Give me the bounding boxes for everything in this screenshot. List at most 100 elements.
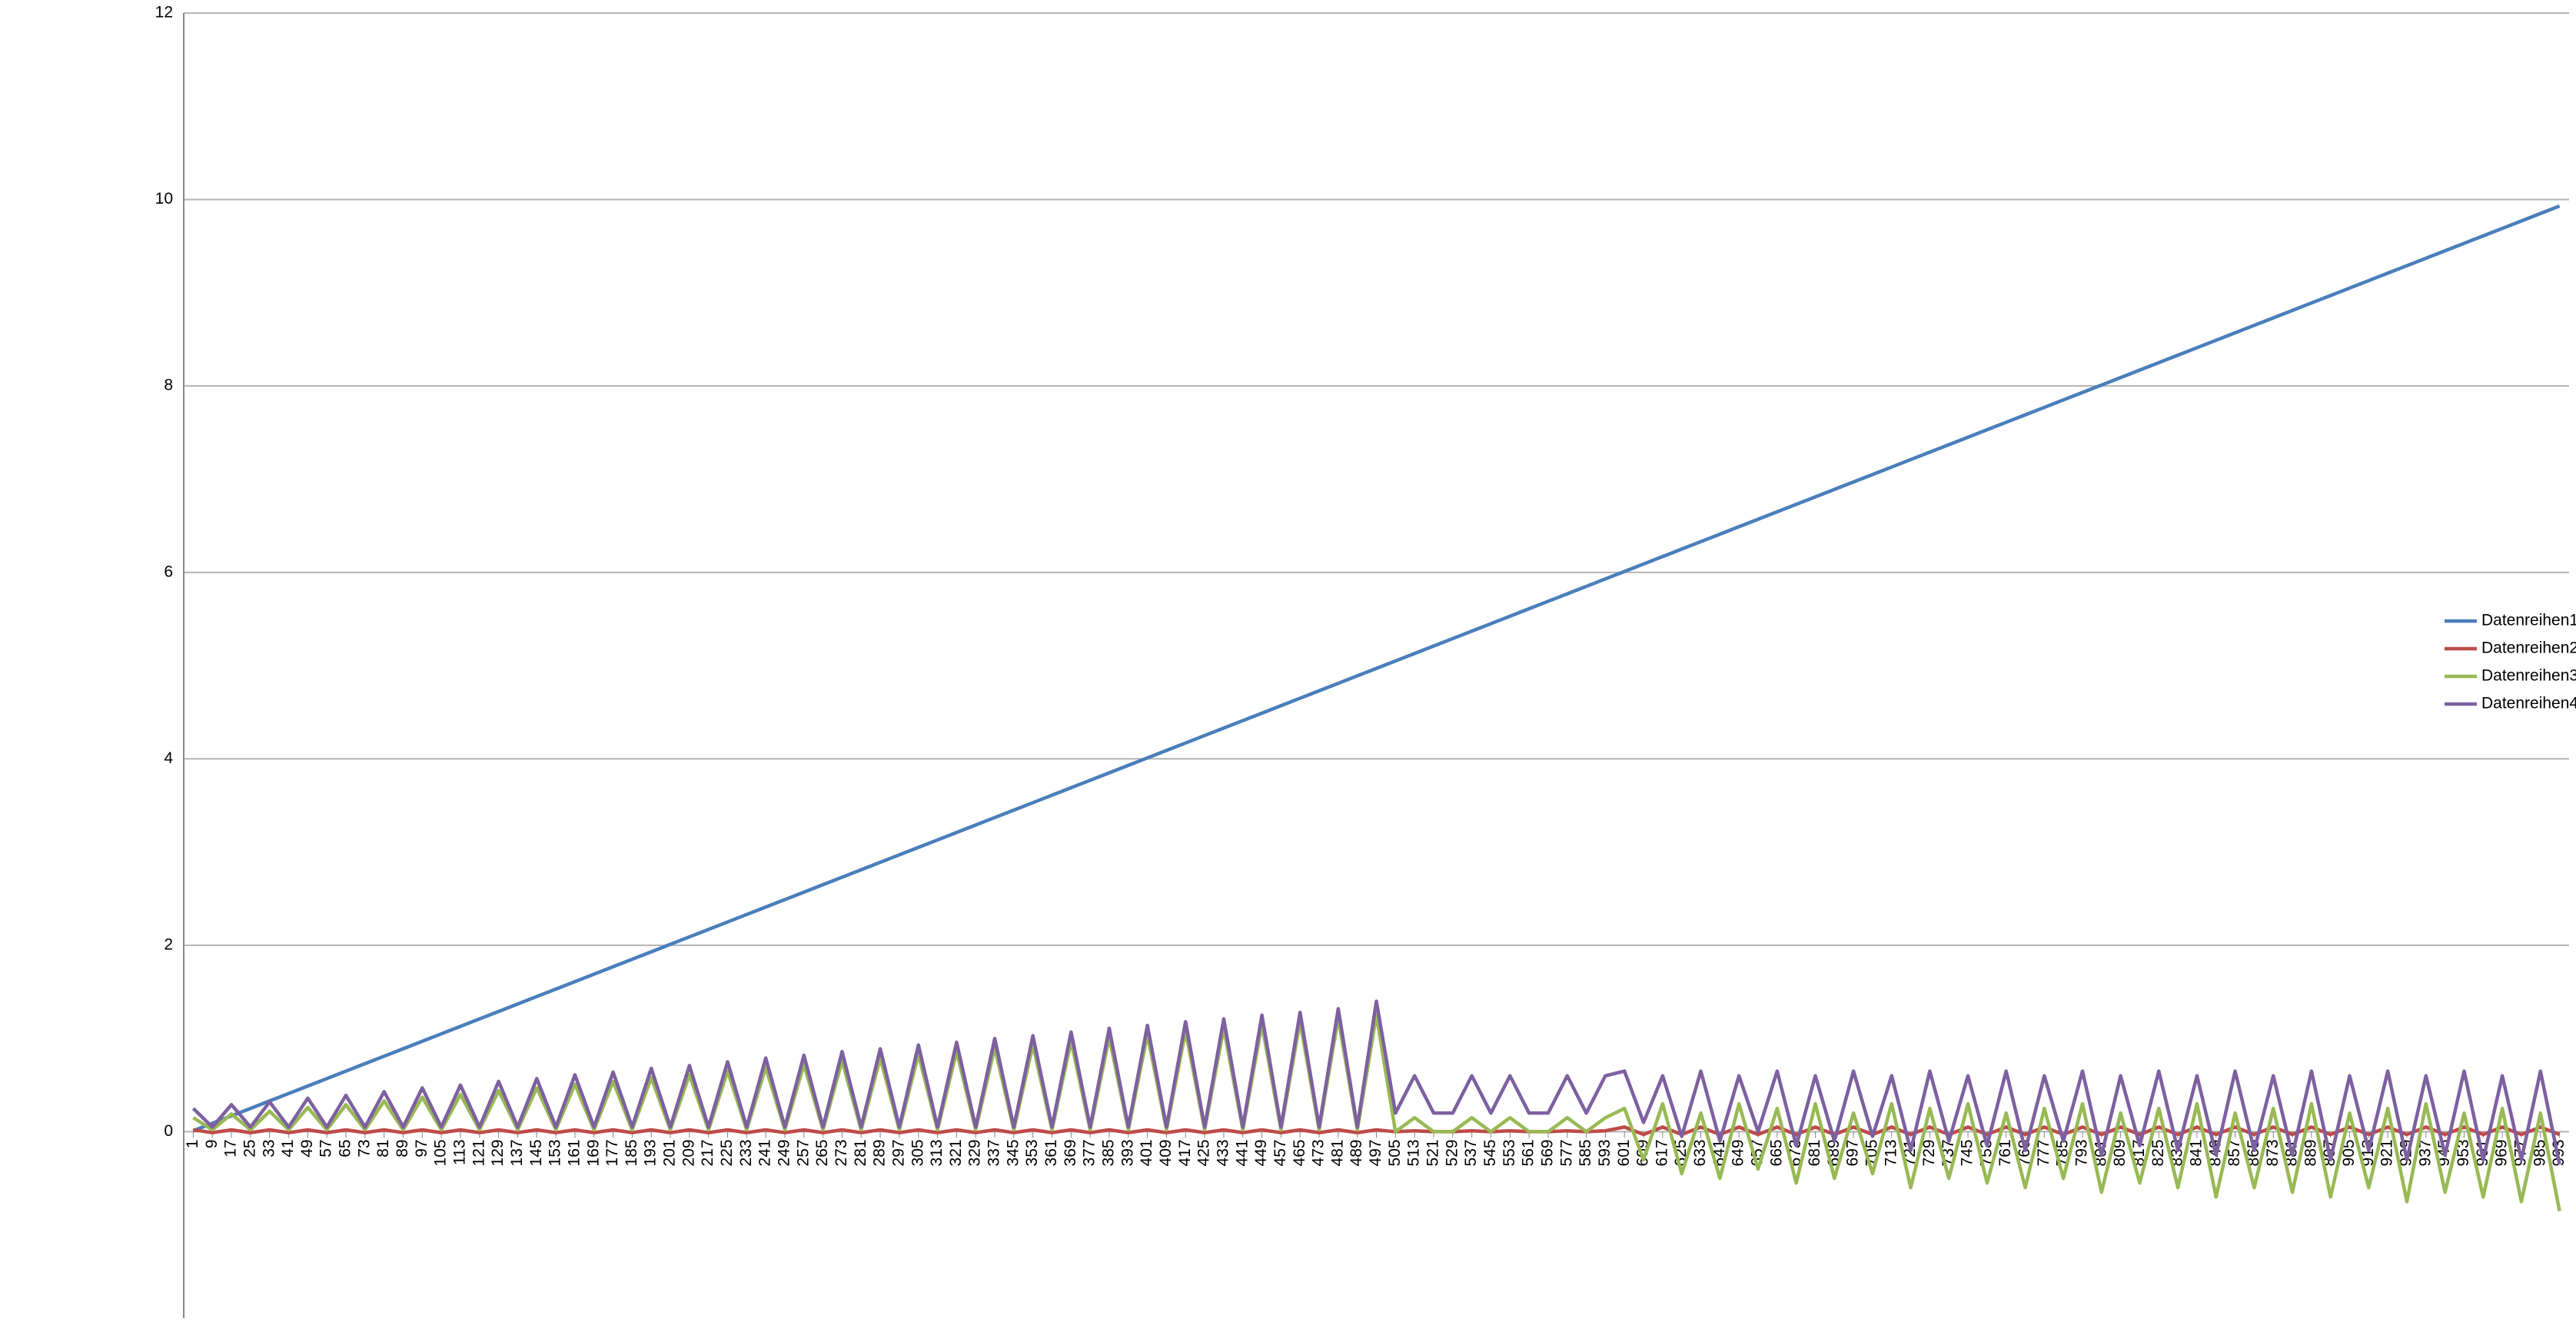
- x-tick-label: 417: [1176, 1139, 1194, 1166]
- x-tick-label: 145: [527, 1139, 545, 1166]
- x-tick-label: 793: [2073, 1139, 2091, 1166]
- x-tick-label: 777: [2035, 1139, 2052, 1166]
- x-tick-label: 289: [871, 1139, 889, 1166]
- x-tick-label: 481: [1328, 1139, 1346, 1166]
- x-tick-label: 841: [2187, 1139, 2205, 1166]
- x-tick-label: 865: [2245, 1139, 2262, 1166]
- x-tick-label: 201: [661, 1139, 679, 1166]
- x-tick-label: 505: [1386, 1139, 1404, 1166]
- x-tick-label: 561: [1520, 1139, 1537, 1166]
- x-tick-label: 681: [1806, 1139, 1823, 1166]
- y-tick-label: 6: [164, 563, 173, 580]
- legend-label: Datenreihen1: [2481, 612, 2576, 629]
- x-tick-label: 449: [1252, 1139, 1270, 1166]
- x-tick-label: 921: [2378, 1139, 2396, 1166]
- x-tick-label: 713: [1882, 1139, 1900, 1166]
- x-tick-label: 401: [1138, 1139, 1155, 1166]
- x-tick-label: 937: [2416, 1139, 2434, 1166]
- legend-label: Datenreihen3: [2481, 667, 2576, 685]
- x-tick-label: 361: [1042, 1139, 1060, 1166]
- y-tick-label: 10: [155, 190, 173, 208]
- x-tick-label: 129: [489, 1139, 507, 1166]
- x-tick-label: 97: [413, 1139, 430, 1157]
- x-tick-label: 457: [1271, 1139, 1289, 1166]
- x-tick-label: 9: [203, 1139, 221, 1148]
- x-tick-label: 441: [1233, 1139, 1251, 1166]
- x-tick-label: 81: [374, 1139, 392, 1157]
- x-tick-label: 113: [450, 1139, 468, 1164]
- x-tick-label: 617: [1653, 1139, 1670, 1166]
- x-tick-label: 825: [2149, 1139, 2167, 1166]
- x-tick-label: 297: [889, 1139, 907, 1166]
- x-tick-label: 57: [317, 1139, 335, 1157]
- x-tick-label: 585: [1577, 1139, 1594, 1166]
- x-tick-label: 305: [909, 1139, 926, 1166]
- y-tick-label: 4: [164, 749, 173, 767]
- x-tick-label: 665: [1767, 1139, 1785, 1166]
- x-tick-label: 249: [776, 1139, 793, 1166]
- x-tick-label: 385: [1100, 1139, 1118, 1166]
- x-tick-label: 105: [432, 1139, 450, 1166]
- y-tick-label: 0: [164, 1122, 173, 1140]
- x-tick-label: 601: [1615, 1139, 1633, 1166]
- y-tick-label: 8: [164, 377, 173, 394]
- x-tick-label: 513: [1405, 1139, 1423, 1166]
- x-tick-label: 281: [852, 1139, 869, 1166]
- x-tick-label: 185: [623, 1139, 640, 1166]
- x-tick-label: 121: [470, 1139, 487, 1166]
- x-tick-label: 137: [508, 1139, 526, 1166]
- x-tick-label: 1: [184, 1139, 201, 1148]
- series-line: [192, 204, 2561, 1133]
- x-tick-label: 905: [2340, 1139, 2358, 1166]
- x-tick-label: 985: [2531, 1139, 2548, 1166]
- x-tick-label: 489: [1348, 1139, 1365, 1166]
- x-tick-label: 473: [1310, 1139, 1328, 1166]
- x-tick-label: 257: [794, 1139, 812, 1166]
- x-tick-label: 529: [1443, 1139, 1461, 1166]
- x-tick-label: 321: [947, 1139, 965, 1166]
- series-line: [191, 999, 2561, 1165]
- x-tick-label: 409: [1157, 1139, 1175, 1166]
- legend-label: Datenreihen4: [2481, 695, 2576, 712]
- x-tick-label: 169: [584, 1139, 602, 1166]
- x-tick-label: 17: [222, 1139, 240, 1157]
- x-tick-label: 553: [1501, 1139, 1518, 1166]
- x-tick-label: 545: [1481, 1139, 1499, 1166]
- x-tick-label: 889: [2302, 1139, 2319, 1166]
- x-tick-label: 649: [1730, 1139, 1747, 1166]
- x-tick-label: 25: [241, 1139, 258, 1157]
- x-tick-label: 913: [2359, 1139, 2377, 1166]
- legend-label: Datenreihen2: [2481, 639, 2576, 657]
- x-tick-label: 209: [680, 1139, 697, 1166]
- x-tick-label: 769: [2016, 1139, 2033, 1166]
- x-tick-label: 697: [1844, 1139, 1862, 1166]
- x-tick-label: 761: [1996, 1139, 2014, 1166]
- x-tick-label: 225: [718, 1139, 736, 1166]
- x-tick-label: 41: [279, 1139, 297, 1157]
- x-tick-label: 465: [1291, 1139, 1308, 1166]
- x-tick-label: 745: [1959, 1139, 1976, 1166]
- x-tick-label: 497: [1367, 1139, 1384, 1166]
- x-tick-label: 233: [737, 1139, 755, 1166]
- x-tick-label: 337: [986, 1139, 1003, 1166]
- x-tick-label: 857: [2225, 1139, 2243, 1166]
- x-tick-label: 425: [1195, 1139, 1213, 1166]
- x-tick-label: 577: [1557, 1139, 1575, 1166]
- x-tick-label: 593: [1596, 1139, 1614, 1166]
- x-tick-label: 49: [298, 1139, 316, 1157]
- x-tick-label: 153: [547, 1139, 564, 1166]
- x-tick-label: 265: [813, 1139, 831, 1166]
- x-tick-label: 729: [1920, 1139, 1938, 1166]
- x-tick-label: 177: [603, 1139, 621, 1166]
- x-tick-label: 33: [260, 1139, 278, 1157]
- x-tick-label: 89: [394, 1139, 411, 1157]
- x-tick-label: 241: [756, 1139, 774, 1166]
- x-tick-label: 873: [2264, 1139, 2282, 1166]
- x-tick-label: 521: [1424, 1139, 1442, 1166]
- x-tick-label: 329: [966, 1139, 984, 1166]
- x-tick-label: 633: [1691, 1139, 1709, 1166]
- y-tick-label: 2: [164, 935, 173, 953]
- x-tick-label: 273: [833, 1139, 850, 1166]
- x-tick-label: 537: [1462, 1139, 1480, 1166]
